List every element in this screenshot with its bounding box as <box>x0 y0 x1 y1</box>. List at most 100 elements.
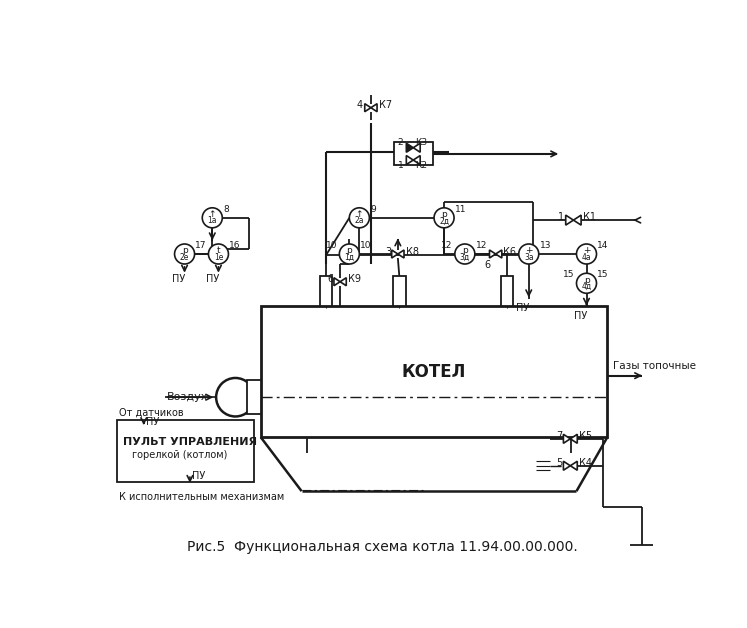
Polygon shape <box>563 461 570 470</box>
Text: 12: 12 <box>441 241 453 250</box>
Text: 15: 15 <box>562 270 574 279</box>
Text: 4д: 4д <box>581 282 592 291</box>
Text: ПУ: ПУ <box>192 471 205 481</box>
Text: 3д: 3д <box>460 252 470 262</box>
Text: К3: К3 <box>415 138 427 147</box>
Text: ПУ: ПУ <box>574 311 587 321</box>
Text: ПУ: ПУ <box>516 303 530 313</box>
Bar <box>247 379 261 414</box>
Circle shape <box>518 244 539 264</box>
Polygon shape <box>365 104 371 112</box>
Polygon shape <box>391 250 398 258</box>
Polygon shape <box>413 143 420 152</box>
Text: 2д: 2д <box>439 217 449 225</box>
Text: 17: 17 <box>196 241 207 250</box>
Polygon shape <box>371 104 377 112</box>
Text: 6: 6 <box>485 260 491 270</box>
Text: От датчиков: От датчиков <box>119 408 184 418</box>
Text: К исполнительным механизмам: К исполнительным механизмам <box>119 492 285 502</box>
Text: К6: К6 <box>503 247 516 257</box>
Text: 10: 10 <box>360 241 371 250</box>
Text: ПУ: ПУ <box>146 417 159 427</box>
Text: 11: 11 <box>455 205 466 214</box>
Text: 14: 14 <box>598 241 609 250</box>
Text: 12: 12 <box>476 241 487 250</box>
Text: Газы топочные: Газы топочные <box>613 362 696 371</box>
Circle shape <box>350 208 369 228</box>
Polygon shape <box>570 435 577 443</box>
Polygon shape <box>563 435 570 443</box>
Text: 16: 16 <box>229 241 241 250</box>
Circle shape <box>175 244 194 264</box>
Polygon shape <box>496 250 502 258</box>
Text: ↑: ↑ <box>208 210 216 219</box>
Text: 2: 2 <box>398 138 403 147</box>
Text: ПУ: ПУ <box>205 274 219 284</box>
Text: 1д: 1д <box>344 252 354 262</box>
Text: ПУ: ПУ <box>172 274 185 284</box>
Text: 4а: 4а <box>582 252 592 262</box>
Text: К7: К7 <box>379 100 391 111</box>
Circle shape <box>577 273 597 293</box>
Polygon shape <box>406 143 413 152</box>
Text: 6: 6 <box>328 274 334 284</box>
Text: р: р <box>462 246 468 256</box>
Text: 13: 13 <box>539 241 551 250</box>
Circle shape <box>339 244 359 264</box>
Text: Воздух: Воздух <box>167 392 208 402</box>
Text: ПУЛЬТ УПРАВЛЕНИЯ: ПУЛЬТ УПРАВЛЕНИЯ <box>123 437 257 447</box>
Polygon shape <box>489 250 496 258</box>
Text: 4: 4 <box>357 100 363 111</box>
Circle shape <box>434 208 454 228</box>
Polygon shape <box>413 156 420 165</box>
Bar <box>117 420 254 482</box>
Circle shape <box>577 244 597 264</box>
Text: К1: К1 <box>583 212 595 222</box>
Text: 15: 15 <box>598 270 609 279</box>
Text: 3: 3 <box>385 247 391 257</box>
Text: р: р <box>182 246 187 256</box>
Text: 8: 8 <box>223 205 229 214</box>
Bar <box>394 143 433 165</box>
Circle shape <box>216 378 255 416</box>
Text: 3а: 3а <box>524 252 533 262</box>
Text: 1е: 1е <box>214 252 223 262</box>
Text: К9: К9 <box>348 274 361 284</box>
Text: 5: 5 <box>557 458 562 468</box>
Polygon shape <box>565 215 574 225</box>
Bar <box>320 276 332 306</box>
Text: К8: К8 <box>406 247 418 257</box>
Polygon shape <box>340 278 347 286</box>
Text: р: р <box>347 246 353 256</box>
Text: горелкой (котлом): горелкой (котлом) <box>132 450 228 460</box>
Text: К4: К4 <box>579 458 592 468</box>
Text: 2е: 2е <box>180 252 189 262</box>
Polygon shape <box>334 278 340 286</box>
Text: 7: 7 <box>557 431 562 441</box>
Bar <box>393 276 406 306</box>
Polygon shape <box>570 461 577 470</box>
Text: К5: К5 <box>579 431 592 441</box>
Text: 1: 1 <box>398 161 403 170</box>
Polygon shape <box>398 250 404 258</box>
Text: 2а: 2а <box>355 217 364 225</box>
Text: р: р <box>441 210 447 219</box>
Text: КОТЕЛ: КОТЕЛ <box>402 363 466 381</box>
Text: Рис.5  Функциональная схема котла 11.94.00.00.000.: Рис.5 Функциональная схема котла 11.94.0… <box>187 539 578 554</box>
Text: 1: 1 <box>558 212 564 222</box>
Text: +: + <box>583 246 590 256</box>
Text: К2: К2 <box>415 161 427 170</box>
Text: 10: 10 <box>326 241 337 250</box>
Polygon shape <box>574 215 581 225</box>
Bar <box>261 306 607 437</box>
Circle shape <box>208 244 229 264</box>
Text: t: t <box>217 246 220 256</box>
Text: р: р <box>583 276 589 284</box>
Circle shape <box>455 244 475 264</box>
Polygon shape <box>406 156 413 165</box>
Text: 9: 9 <box>370 205 376 214</box>
Text: 1а: 1а <box>208 217 217 225</box>
Circle shape <box>202 208 223 228</box>
Text: ↑: ↑ <box>356 210 363 219</box>
Bar <box>501 276 513 306</box>
